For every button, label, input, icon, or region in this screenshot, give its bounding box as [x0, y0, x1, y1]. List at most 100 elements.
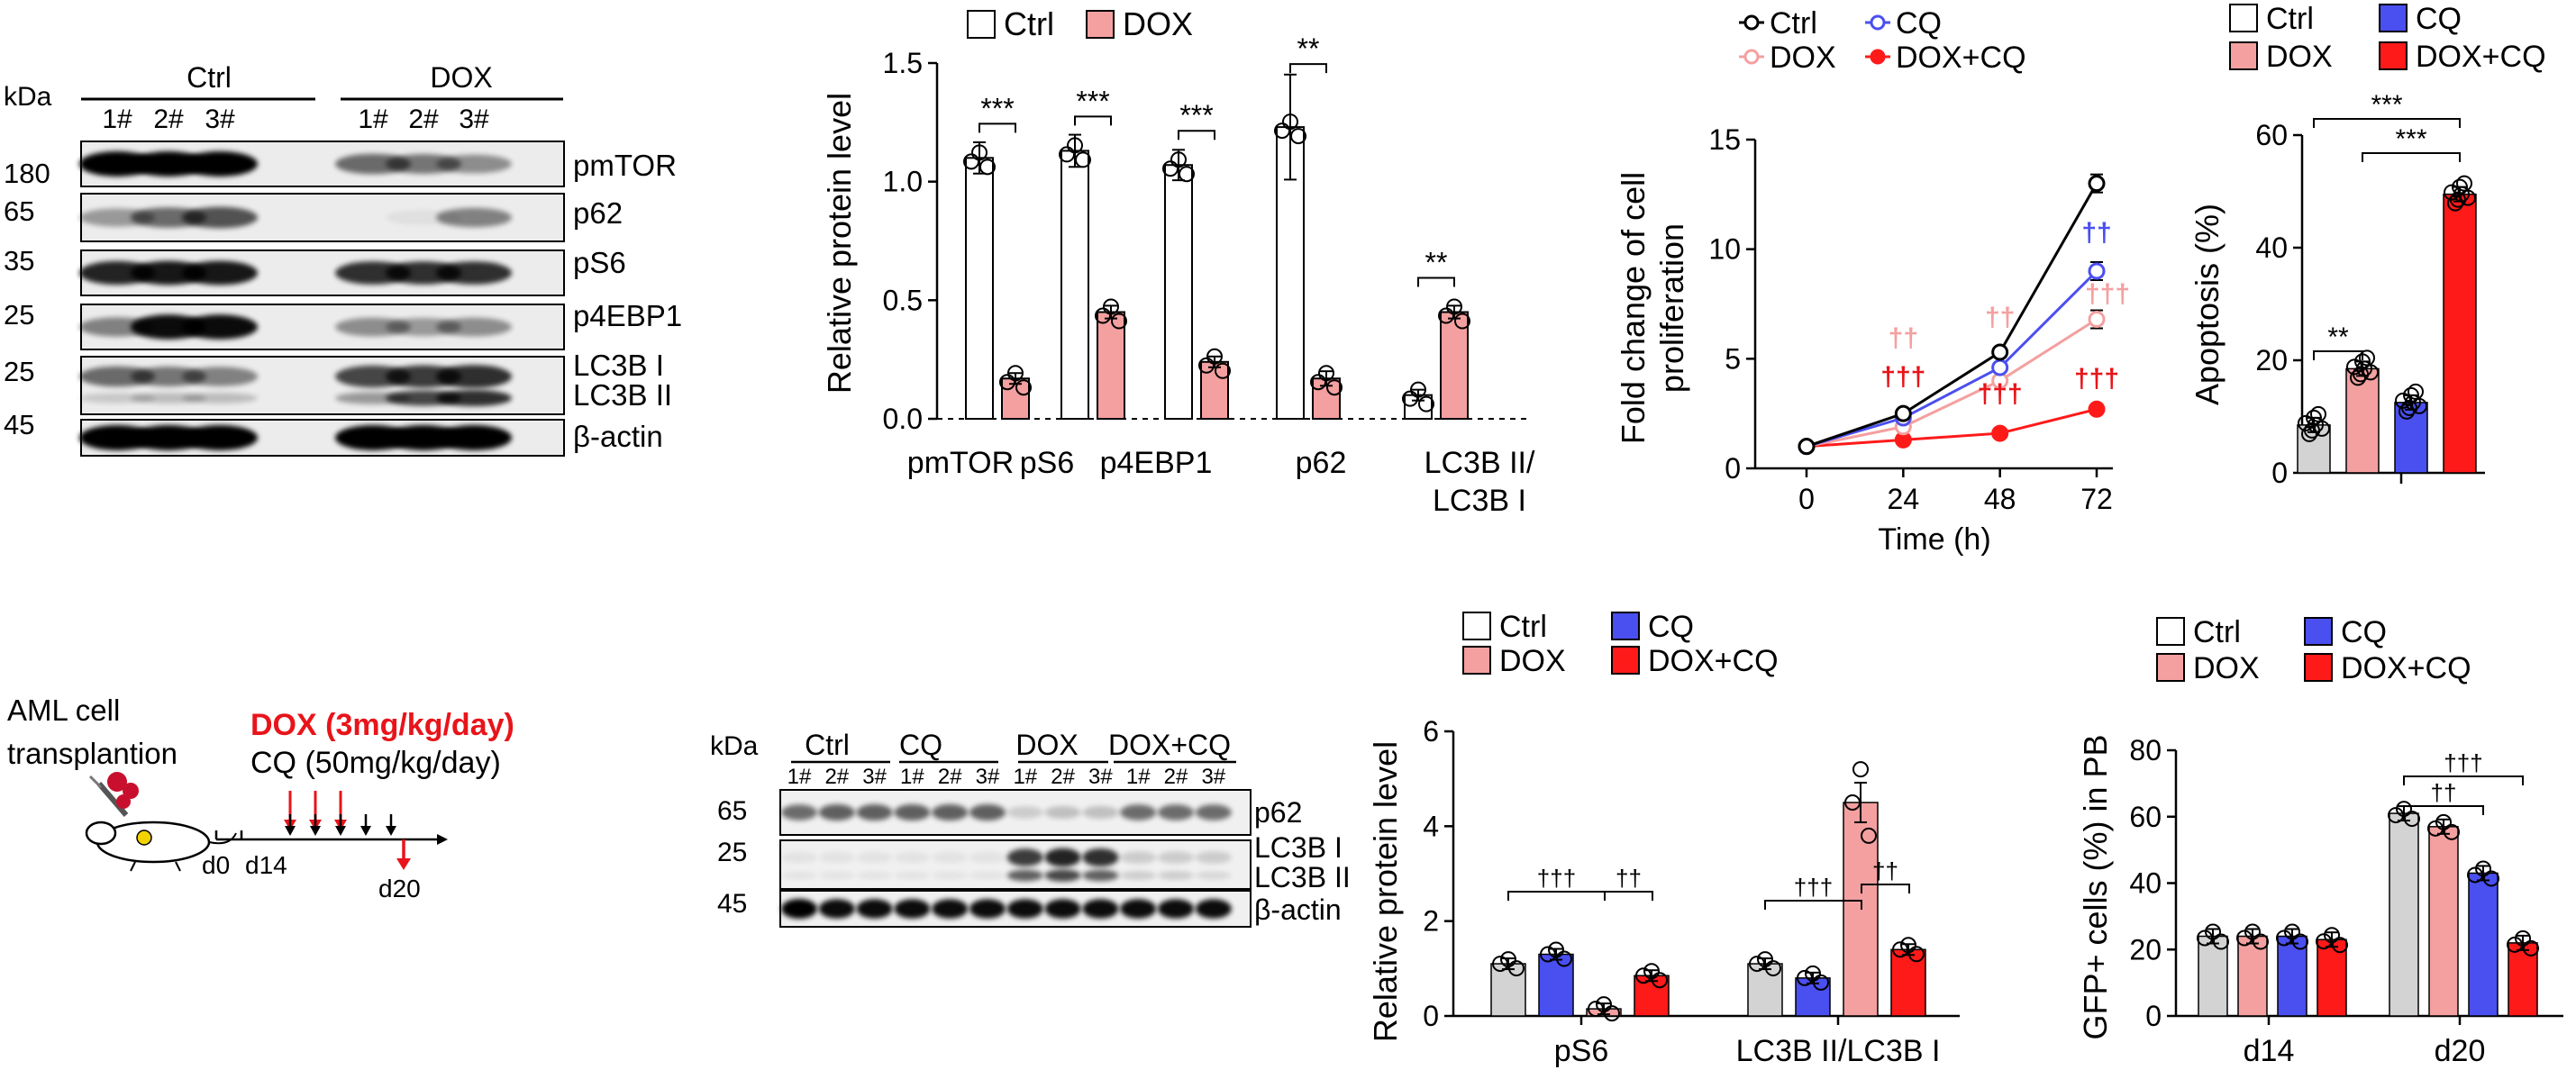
blot2-mw-0: 65 [717, 796, 747, 826]
chartB-xlabel-1: pS6 [1020, 446, 1075, 480]
blot2-lane-1: 2# [824, 765, 849, 789]
chartC-point-CQ [1991, 358, 2009, 376]
blot1-protein-2: pS6 [573, 246, 626, 279]
chartD-dot [2453, 186, 2470, 203]
chartG-dot [1643, 963, 1660, 980]
chartB-dot [1015, 379, 1032, 396]
chartC-dagger: †† [1889, 323, 1918, 353]
chartB-sig-1-label: *** [1076, 85, 1109, 117]
blot2-mw-2: 45 [717, 889, 747, 919]
chartB-bar-DOX [1440, 311, 1469, 420]
blot2-band [856, 871, 893, 880]
chartC-legend-marker [1743, 49, 1760, 65]
blot1-band [182, 367, 258, 386]
blot2-band [856, 899, 893, 919]
timeline-d20-label: d20 [378, 875, 421, 902]
blot1-mw-4: 25 [4, 356, 34, 387]
chartG-dot [1604, 1005, 1620, 1022]
chartG-dot [1765, 960, 1781, 977]
chartD-legend-dox-label: DOX [2266, 40, 2333, 74]
chartB-xlabel-4b: LC3B I [1433, 484, 1526, 518]
blot1-protein-3: p4EBP1 [573, 299, 682, 332]
chart-protein-level-top: Ctrl DOX Relative protein level 0.0 0.5 1.0 1.… [821, 5, 1535, 518]
chartD-legend-ctrl-swatch [2229, 4, 2258, 32]
chartG-legend-doxcq-label: DOX+CQ [1648, 644, 1779, 678]
western-blot-2: kDa Ctrl CQ DOX DOX+CQ 1# 2# 3# 1# 2# 3# 1# 2# 3# 1#… [710, 729, 1351, 928]
chartG-sig-1-bracket [1604, 891, 1653, 901]
chartB-bar-DOX [1200, 360, 1229, 420]
chartG-dot [1588, 1001, 1604, 1018]
blot2-band [1120, 851, 1157, 864]
chartC-point-DOX+CQ [2088, 400, 2106, 418]
chartB-dot [1290, 128, 1306, 145]
blot2-protein-1: LC3B I [1254, 831, 1343, 864]
blot2-band [1044, 848, 1081, 867]
chartB-sig-0-label: *** [980, 92, 1014, 124]
blot1-band [436, 207, 512, 228]
blot2-group-labels: Ctrl CQ DOX DOX+CQ [791, 729, 1236, 764]
chartG-legend-doxcq-swatch [1611, 646, 1640, 675]
blot2-band [1082, 899, 1119, 919]
western-blot-1: kDa Ctrl DOX 1# 2# 3# 1# 2# 3# 1806535252545 … [4, 61, 682, 457]
blot2-band [1044, 869, 1081, 882]
chartG-dot [1548, 941, 1564, 958]
chartC-x-ticklabel: 48 [1984, 483, 2016, 515]
chartC-legend-0: Ctrl [1770, 6, 1817, 41]
blot1-band [436, 261, 512, 285]
blot2-band [894, 899, 931, 919]
chartD-sig-1-label: *** [2395, 124, 2426, 154]
chartD-legend-cq-label: CQ [2416, 2, 2462, 36]
chartB-dot [1111, 313, 1127, 330]
chartG-dot [1813, 974, 1829, 991]
chartB-xlabel-3: p62 [1296, 446, 1347, 480]
chartB-dot [1162, 160, 1179, 177]
blot2-lane-7: 2# [1051, 765, 1075, 789]
chartB-bar-DOX [1097, 311, 1125, 420]
chartH-dot [2253, 933, 2269, 950]
blot2-band [1158, 851, 1194, 864]
chartH-y-ticklabel: 40 [2129, 867, 2162, 900]
blot1-band [436, 365, 512, 388]
blot2-mw-labels: 65 25 45 [717, 796, 747, 919]
chartB-dot [1067, 137, 1083, 154]
chartC-dagger: ††† [2085, 279, 2130, 309]
chartD-legend-cq-swatch [2379, 4, 2408, 32]
chartG-dot [1852, 761, 1869, 778]
blot2-group-0: Ctrl [805, 729, 850, 761]
chartC-y-ticklabel: 0 [1725, 452, 1741, 485]
blot1-lane-3: 1# [358, 104, 388, 134]
chartG-y-ticklabel: 6 [1423, 715, 1439, 748]
chartC-legend-3: DOX+CQ [1896, 41, 2026, 75]
chartH-xlabel-1: d20 [2435, 1034, 2486, 1068]
chartD-legend-doxcq-label: DOX+CQ [2416, 40, 2546, 74]
chartG-sig-0-bracket [1507, 891, 1606, 901]
chartG-legend-ctrl-label: Ctrl [1499, 610, 1547, 644]
chartD-bar-1 [2345, 367, 2380, 474]
chartC-legend-marker [1870, 49, 1886, 65]
chartD-y-ticklabel: 40 [2255, 231, 2288, 264]
schematic-title-line1: AML cell [7, 694, 120, 727]
chartG-bar-Ctrl [1747, 963, 1783, 1017]
chartG-dot [1908, 946, 1925, 963]
chartG-dot [1540, 946, 1556, 963]
chartH-dot [2444, 823, 2460, 840]
chartD-sig-0-bracket [2313, 350, 2363, 360]
chartH-bar-Ctrl [2389, 812, 2419, 1017]
chartD-ylabel: Apoptosis (%) [2189, 204, 2226, 405]
chartH-legend-doxcq-label: DOX+CQ [2341, 651, 2471, 685]
chartD-sig-1-bracket [2362, 152, 2461, 162]
chartH-dot [2483, 870, 2499, 887]
chartH-y-ticklabel: 60 [2129, 801, 2162, 833]
chartD-y-ticklabel: 0 [2271, 457, 2288, 489]
blot2-band [1195, 899, 1232, 919]
blot2-lane-8: 3# [1088, 765, 1113, 789]
blot2-band [969, 851, 1006, 864]
blot2-band [932, 899, 969, 919]
blot1-lane-0: 1# [102, 104, 132, 134]
chartH-legend-ctrl-swatch [2156, 617, 2185, 646]
chartC-x-ticklabel: 0 [1798, 483, 1815, 515]
chartH-bar-CQ [2468, 872, 2499, 1017]
chartB-dot [1402, 390, 1418, 407]
chartB-sig-1-bracket [1074, 115, 1112, 126]
chartH-xlabel-0: d14 [2244, 1034, 2295, 1068]
